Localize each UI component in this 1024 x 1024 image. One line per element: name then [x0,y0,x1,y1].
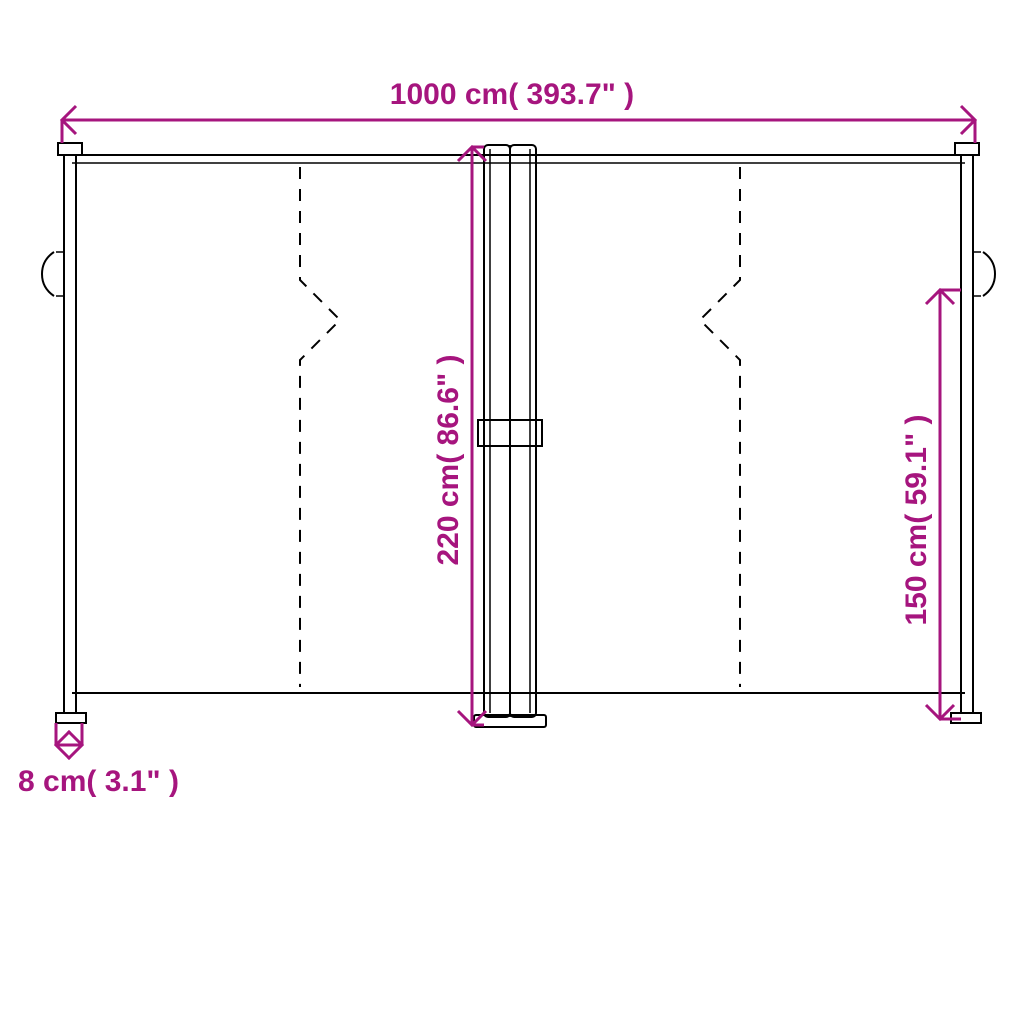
dim-center-height-label: 220 cm( 86.6" ) [432,354,465,565]
dim-width-label: 1000 cm( 393.7" ) [390,78,634,111]
dim-post-width-label: 8 cm( 3.1" ) [18,765,179,798]
dim-side-height-label: 150 cm( 59.1" ) [900,414,933,625]
